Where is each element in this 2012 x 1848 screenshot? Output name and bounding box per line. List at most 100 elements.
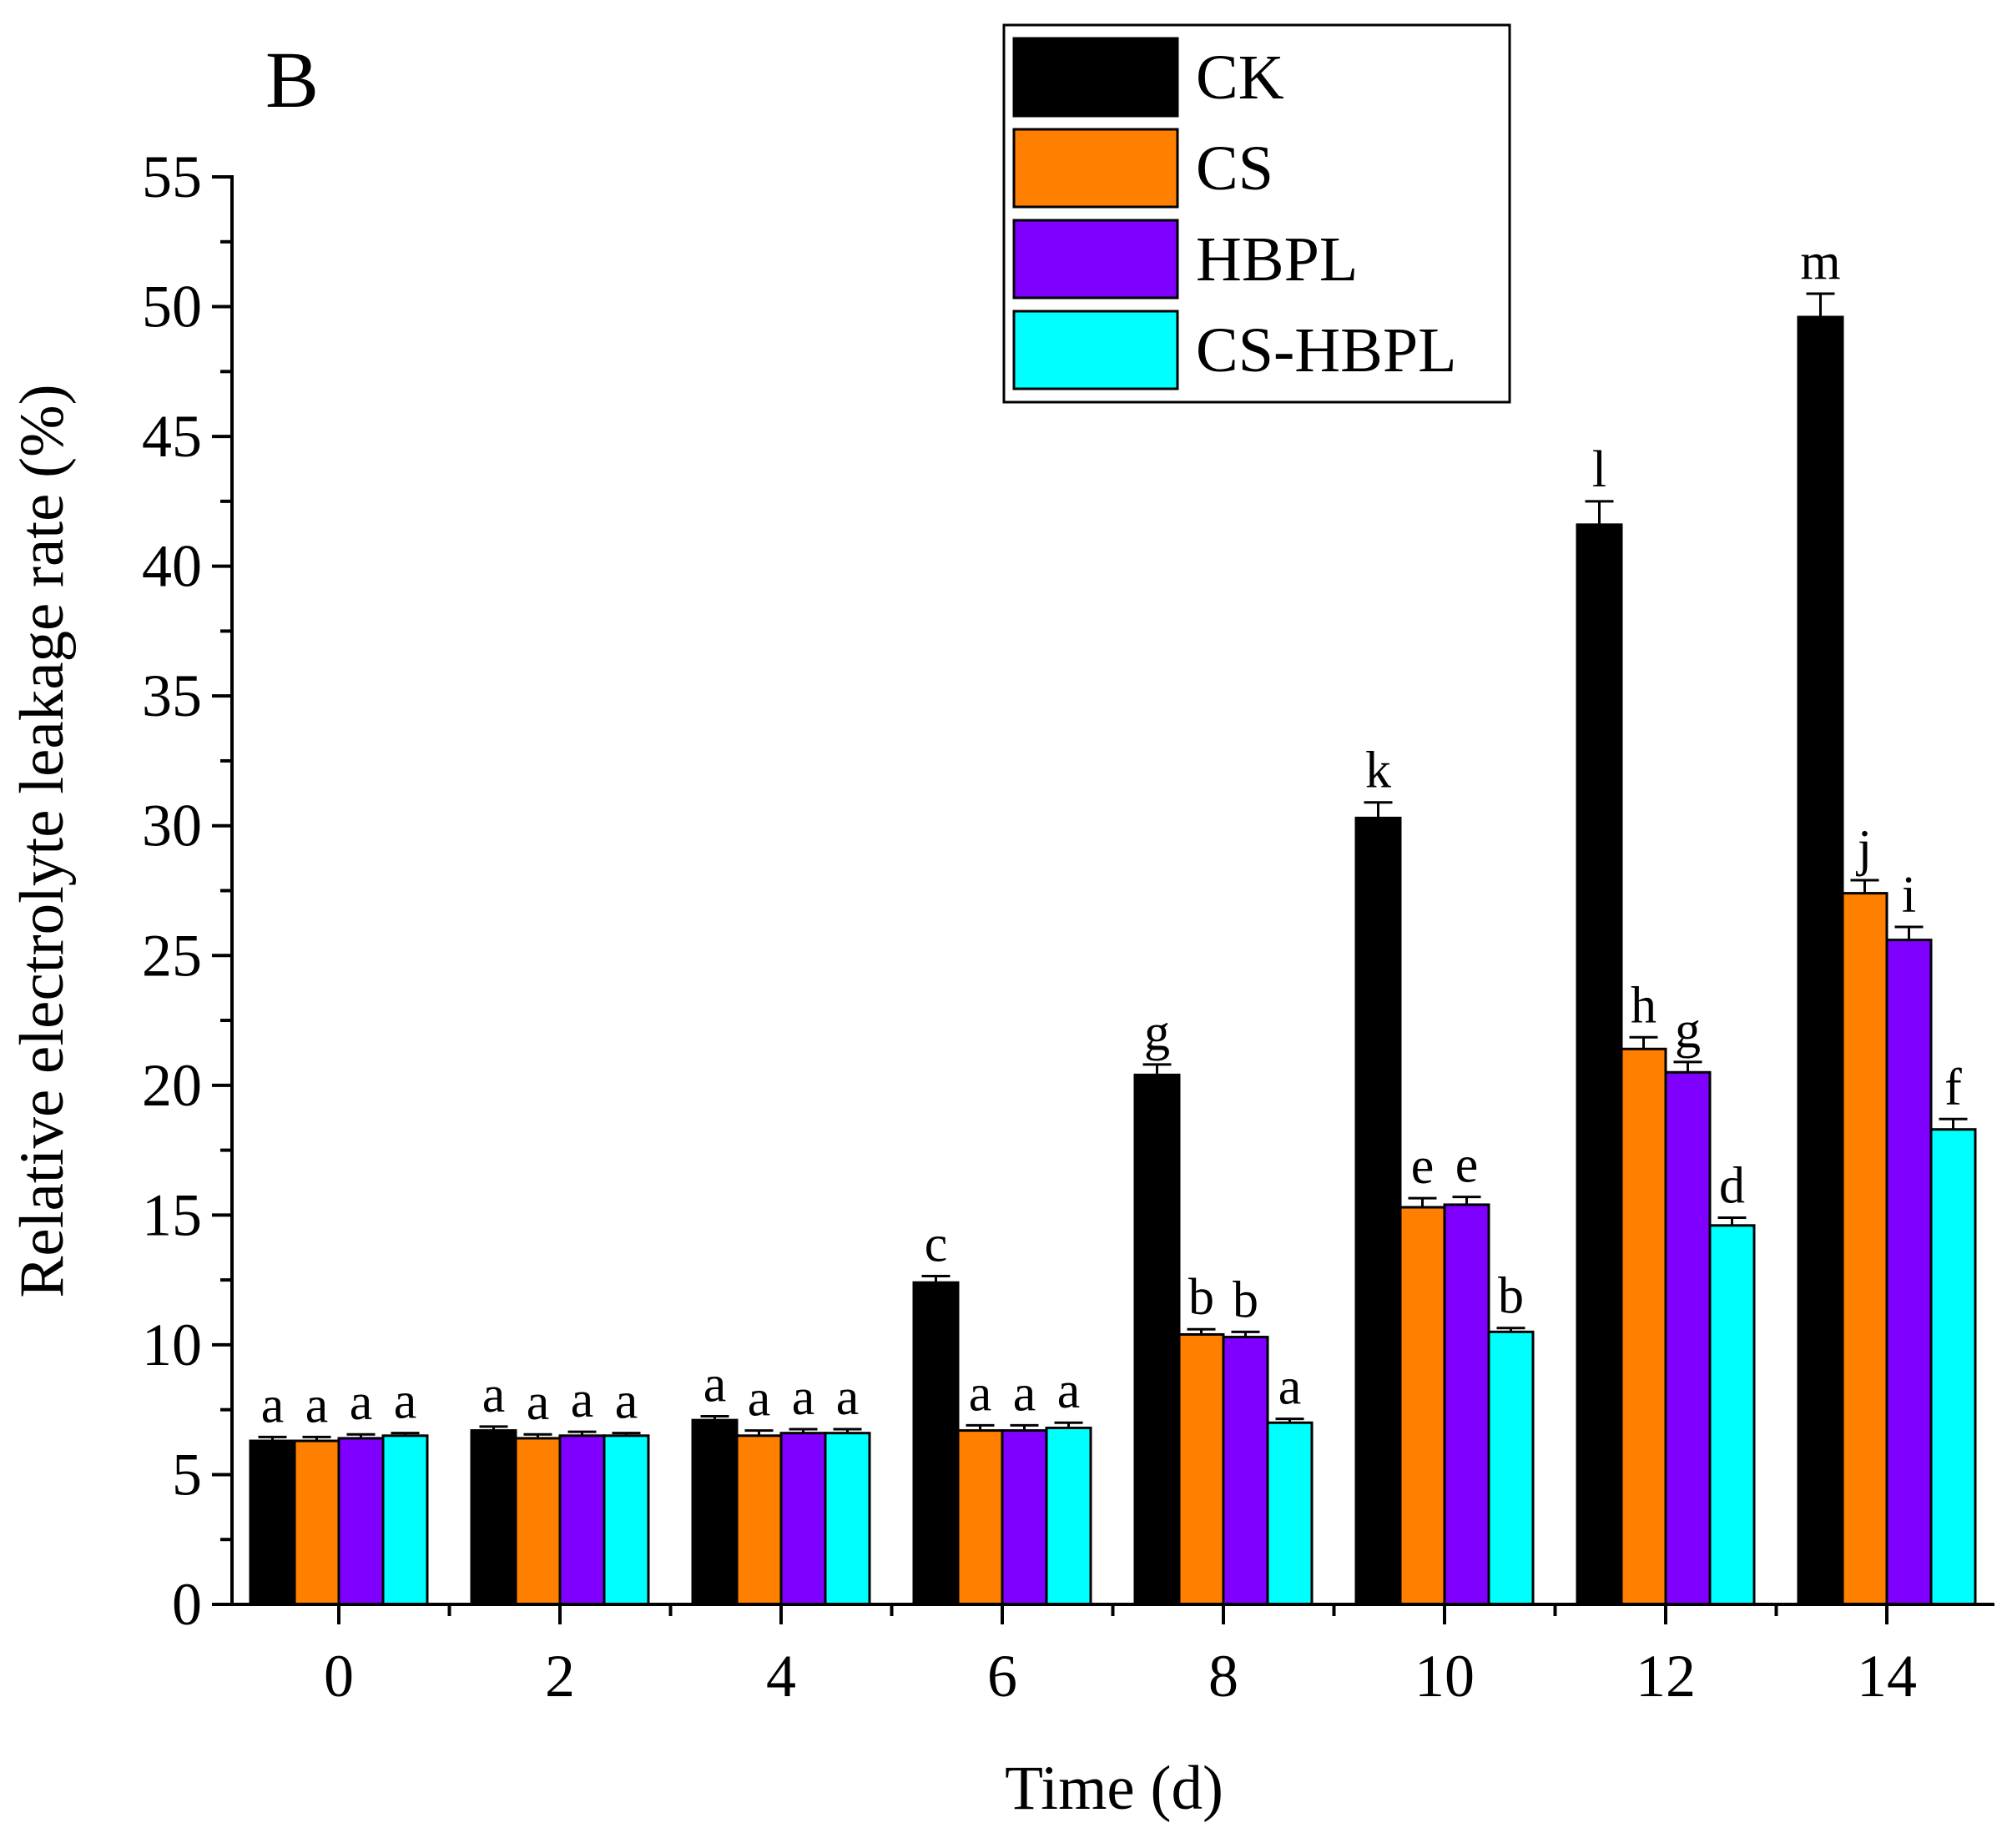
bar-hbpl-day-6 <box>1001 1429 1048 1606</box>
y-tick-label: 35 <box>142 662 202 729</box>
significance-letter-cs-day-6: a <box>969 1365 992 1422</box>
significance-letter-cs-hbpl-day-14: f <box>1944 1059 1962 1115</box>
significance-letter-ck-day-10: k <box>1365 743 1391 799</box>
bar-cs-hbpl-day-12 <box>1708 1224 1756 1606</box>
legend-label-cs: CS <box>1196 133 1273 204</box>
significance-letter-hbpl-day-10: e <box>1455 1137 1479 1194</box>
significance-letter-cs-hbpl-day-2: a <box>615 1373 638 1430</box>
significance-letter-cs-hbpl-day-12: d <box>1719 1157 1745 1214</box>
y-tick-label: 50 <box>142 274 202 340</box>
bar-cs-day-10 <box>1399 1206 1446 1606</box>
bar-ck-day-2 <box>470 1429 517 1606</box>
significance-letter-ck-day-14: m <box>1800 234 1840 290</box>
bar-cs-day-6 <box>956 1429 1004 1606</box>
bar-cs-day-2 <box>514 1437 562 1606</box>
bar-ck-day-0 <box>249 1439 296 1606</box>
x-axis-label: Time (d) <box>1005 1754 1223 1823</box>
legend-swatch-cs-hbpl <box>1012 310 1179 390</box>
x-tick-label: 4 <box>766 1643 796 1710</box>
bar-hbpl-day-8 <box>1222 1336 1269 1606</box>
bar-hbpl-day-12 <box>1664 1070 1712 1606</box>
significance-letter-cs-day-0: a <box>305 1377 329 1433</box>
bar-hbpl-day-0 <box>337 1437 385 1606</box>
significance-letter-ck-day-6: c <box>925 1216 948 1272</box>
significance-letter-cs-day-12: h <box>1631 977 1656 1034</box>
x-tick-label: 2 <box>545 1643 575 1710</box>
x-tick-label: 12 <box>1636 1643 1696 1710</box>
significance-letter-hbpl-day-8: b <box>1233 1271 1258 1328</box>
significance-letter-cs-day-4: a <box>748 1371 771 1428</box>
significance-letter-hbpl-day-0: a <box>350 1374 373 1431</box>
bar-ck-day-12 <box>1576 523 1623 1606</box>
significance-letter-cs-day-2: a <box>527 1374 550 1431</box>
significance-letter-hbpl-day-2: a <box>571 1372 594 1428</box>
bar-cs-hbpl-day-2 <box>603 1434 650 1606</box>
x-tick-label: 0 <box>324 1643 354 1710</box>
significance-letter-cs-hbpl-day-8: a <box>1278 1359 1302 1416</box>
bar-cs-day-0 <box>293 1439 340 1606</box>
significance-letter-hbpl-day-4: a <box>792 1369 815 1426</box>
y-tick-label: 45 <box>142 403 202 470</box>
y-tick-label: 55 <box>142 144 202 210</box>
bar-ck-day-8 <box>1133 1073 1181 1606</box>
bar-cs-hbpl-day-6 <box>1045 1426 1092 1606</box>
legend-swatch-ck <box>1012 37 1179 118</box>
y-tick-label: 30 <box>142 793 202 859</box>
legend-label-cs-hbpl: CS-HBPL <box>1196 315 1457 385</box>
y-tick-label: 40 <box>142 533 202 600</box>
significance-letter-cs-hbpl-day-10: b <box>1498 1268 1524 1325</box>
bars-layer <box>249 292 1977 1606</box>
significance-letter-cs-day-10: e <box>1411 1138 1435 1195</box>
x-tick-label: 10 <box>1414 1643 1475 1710</box>
y-tick-label: 0 <box>172 1571 202 1638</box>
x-tick-label: 14 <box>1857 1643 1917 1710</box>
bar-cs-day-12 <box>1620 1047 1667 1606</box>
legend-label-hbpl: HBPL <box>1196 224 1358 295</box>
significance-letter-cs-day-8: b <box>1188 1269 1214 1326</box>
bar-hbpl-day-14 <box>1885 939 1933 1606</box>
bar-cs-day-14 <box>1841 892 1888 1606</box>
significance-letter-ck-day-12: l <box>1592 441 1606 498</box>
legend-label-ck: CK <box>1196 43 1284 113</box>
bar-ck-day-4 <box>691 1418 739 1606</box>
significance-letter-ck-day-8: g <box>1144 1005 1170 1061</box>
bar-cs-hbpl-day-4 <box>824 1432 871 1606</box>
y-tick-label: 20 <box>142 1052 202 1119</box>
bar-cs-day-4 <box>735 1434 783 1606</box>
significance-letter-hbpl-day-12: g <box>1675 1002 1701 1059</box>
bar-cs-hbpl-day-0 <box>381 1434 429 1606</box>
x-tick-label: 8 <box>1208 1643 1238 1710</box>
significance-letter-ck-day-0: a <box>261 1377 285 1433</box>
bar-ck-day-6 <box>912 1281 960 1606</box>
legend: CK CS HBPL CS-HBPL <box>1002 23 1511 404</box>
bar-cs-hbpl-day-14 <box>1929 1128 1977 1606</box>
panel-label: B <box>265 35 319 124</box>
bar-hbpl-day-10 <box>1443 1203 1490 1606</box>
significance-letter-hbpl-day-14: i <box>1902 867 1916 924</box>
bar-hbpl-day-4 <box>779 1432 827 1606</box>
axes-layer: 0 5 10 15 20 25 30 35 40 45 50 55 0 2 4 6 8 10 12 14 <box>142 144 1994 1710</box>
significance-letter-cs-day-14: j <box>1856 820 1872 877</box>
y-tick-label: 25 <box>142 922 202 989</box>
significance-letter-ck-day-2: a <box>482 1367 506 1423</box>
bar-ck-day-14 <box>1797 315 1844 1606</box>
y-tick-label: 10 <box>142 1312 202 1378</box>
bar-hbpl-day-2 <box>558 1434 606 1606</box>
y-axis-label: Relative electrolyte leakage rate (%) <box>8 384 77 1297</box>
y-tick-label: 5 <box>172 1441 202 1508</box>
significance-letter-cs-hbpl-day-0: a <box>394 1373 417 1430</box>
y-tick-label: 15 <box>142 1181 202 1248</box>
significance-letter-cs-hbpl-day-6: a <box>1057 1362 1081 1419</box>
significance-letter-hbpl-day-6: a <box>1013 1365 1036 1422</box>
bar-cs-hbpl-day-8 <box>1266 1421 1314 1606</box>
legend-swatch-hbpl <box>1012 219 1179 300</box>
legend-swatch-cs <box>1012 128 1179 209</box>
bar-ck-day-10 <box>1354 816 1402 1606</box>
significance-letter-ck-day-4: a <box>703 1356 727 1412</box>
significance-letter-cs-hbpl-day-4: a <box>836 1369 860 1426</box>
x-tick-label: 6 <box>987 1643 1017 1710</box>
bar-cs-day-8 <box>1177 1332 1225 1606</box>
bar-cs-hbpl-day-10 <box>1487 1330 1535 1606</box>
